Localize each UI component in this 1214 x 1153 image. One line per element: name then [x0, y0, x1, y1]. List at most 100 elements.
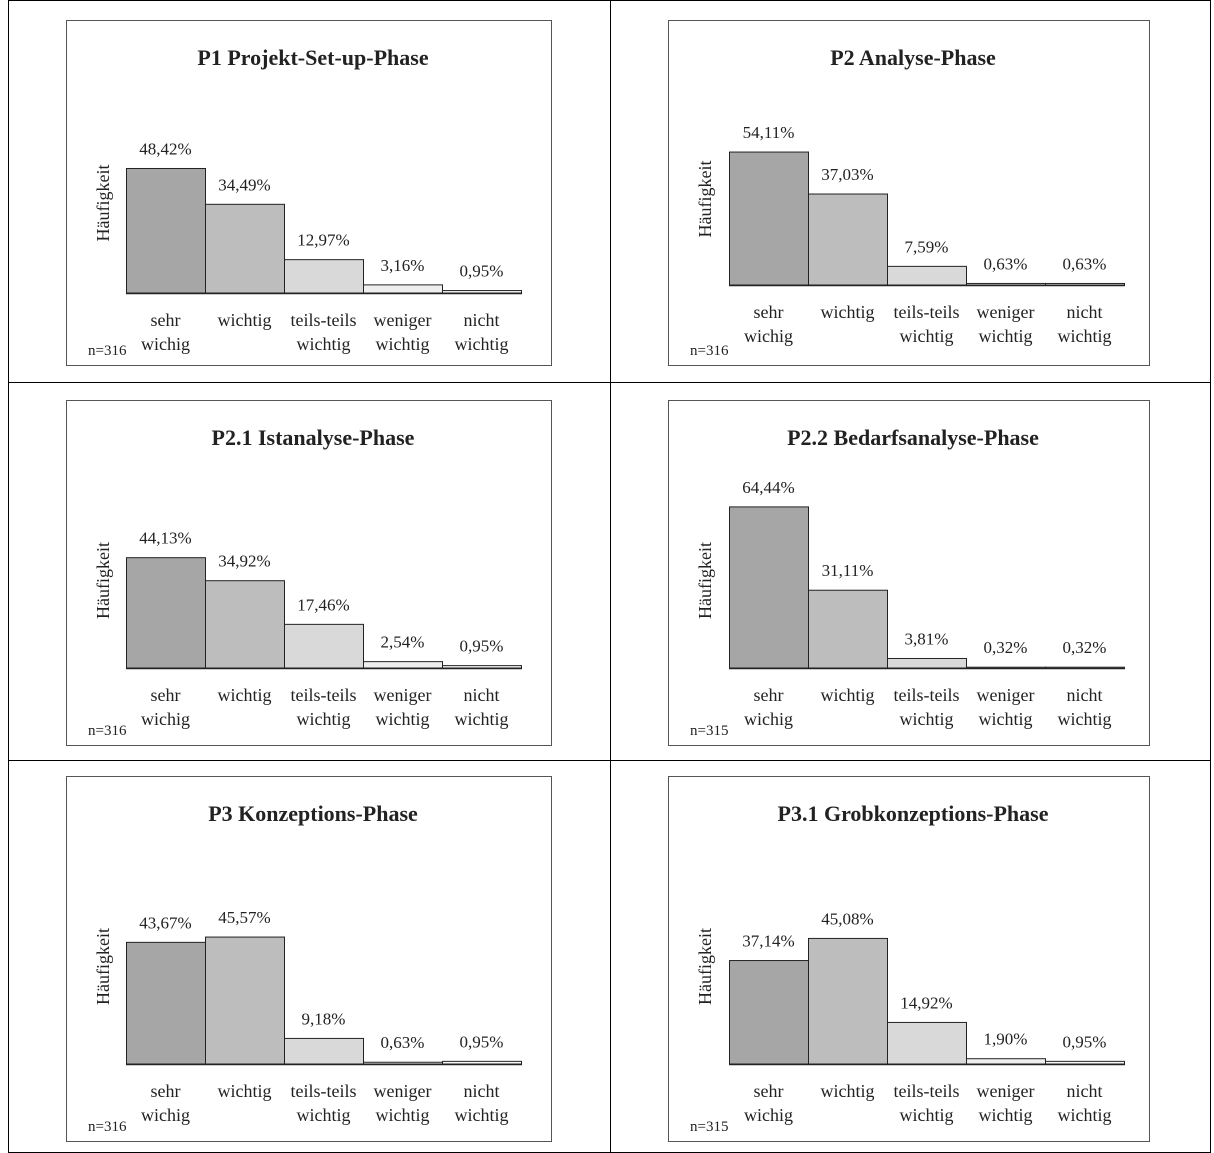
bar: [887, 265, 967, 286]
data-label: 54,11%: [743, 123, 795, 142]
category-label: weniger: [374, 685, 432, 705]
data-label: 3,16%: [381, 256, 425, 275]
bar: [363, 284, 443, 294]
category-label: wichtig: [297, 1105, 351, 1125]
y-axis-label: Häufigkeit: [695, 928, 715, 1005]
bar: [126, 557, 206, 669]
category-label: wichtig: [297, 709, 351, 729]
category-label: wichtig: [297, 334, 351, 354]
chart-p1: P1 Projekt-Set-up-Phase Häufigkeit 48,42% s…: [66, 20, 552, 366]
category-label: sehr: [151, 1081, 181, 1101]
data-label: 64,44%: [742, 478, 794, 497]
category-label: wichtig: [900, 709, 954, 729]
y-axis-label: Häufigkeit: [695, 161, 715, 238]
data-label: 7,59%: [905, 237, 949, 256]
y-axis-label: Häufigkeit: [93, 542, 113, 619]
category-label: wichtig: [979, 1105, 1033, 1125]
data-label: 37,14%: [742, 932, 794, 951]
data-label: 12,97%: [297, 231, 349, 250]
category-label: wichtig: [979, 709, 1033, 729]
data-label: 14,92%: [900, 993, 952, 1012]
data-label: 0,32%: [984, 638, 1028, 657]
grid-line: [610, 0, 611, 1153]
chart-svg: P3 Konzeptions-Phase Häufigkeit 43,67% sehr…: [66, 776, 552, 1142]
grid-line: [1210, 0, 1211, 1153]
chart-svg: P2 Analyse-Phase Häufigkeit 54,11% sehr wich…: [668, 20, 1150, 366]
bar: [808, 589, 888, 669]
category-label: wichig: [744, 1105, 793, 1125]
bar: [363, 661, 443, 669]
category-label: weniger: [977, 302, 1035, 322]
sample-size-label: n=316: [88, 1119, 127, 1135]
category-label: teils-teils: [894, 1081, 960, 1101]
chart-title: P3 Konzeptions-Phase: [208, 801, 418, 826]
chart-title: P2.2 Bedarfsanalyse-Phase: [787, 425, 1039, 450]
category-label: wichtig: [455, 709, 509, 729]
data-label: 48,42%: [139, 139, 191, 158]
chart-frame: [668, 776, 1150, 1142]
category-label: wichtig: [900, 326, 954, 346]
category-label: nicht: [464, 310, 500, 330]
category-label: wichig: [141, 709, 190, 729]
chart-frame: [668, 20, 1150, 366]
category-label: nicht: [1067, 685, 1103, 705]
category-label: wichtig: [979, 326, 1033, 346]
data-label: 0,63%: [1063, 254, 1107, 273]
category-label: weniger: [977, 1081, 1035, 1101]
y-axis-label: Häufigkeit: [93, 165, 113, 242]
data-label: 0,95%: [460, 262, 504, 281]
category-label: teils-teils: [291, 685, 357, 705]
bar: [966, 1058, 1046, 1065]
category-label: teils-teils: [291, 1081, 357, 1101]
category-label: sehr: [754, 685, 784, 705]
category-label: wichtig: [821, 685, 875, 705]
bar: [442, 665, 522, 669]
chart-svg: P2.2 Bedarfsanalyse-Phase Häufigkeit 64,44…: [668, 400, 1150, 746]
category-label: wichtig: [218, 685, 272, 705]
bar: [205, 936, 285, 1065]
chart-svg: P3.1 Grobkonzeptions-Phase Häufigkeit 37,1…: [668, 776, 1150, 1142]
chart-p2-2: P2.2 Bedarfsanalyse-Phase Häufigkeit 64,44…: [668, 400, 1150, 746]
category-label: sehr: [151, 685, 181, 705]
category-label: wichtig: [1058, 326, 1112, 346]
data-label: 44,13%: [139, 529, 191, 548]
data-label: 9,18%: [302, 1009, 346, 1028]
data-label: 0,63%: [984, 254, 1028, 273]
data-label: 0,32%: [1063, 638, 1107, 657]
bar: [284, 1037, 364, 1065]
data-label: 0,95%: [460, 1032, 504, 1051]
data-label: 0,63%: [381, 1033, 425, 1052]
category-label: wichtig: [455, 1105, 509, 1125]
category-label: wichig: [744, 709, 793, 729]
data-label: 1,90%: [984, 1030, 1028, 1049]
data-label: 45,57%: [218, 908, 270, 927]
grid-line: [8, 382, 1211, 383]
category-label: wichtig: [900, 1105, 954, 1125]
category-label: sehr: [754, 302, 784, 322]
bar: [205, 203, 285, 294]
data-label: 43,67%: [139, 913, 191, 932]
category-label: wichtig: [821, 1081, 875, 1101]
category-label: wichtig: [376, 334, 430, 354]
category-label: sehr: [151, 310, 181, 330]
category-label: teils-teils: [291, 310, 357, 330]
category-label: weniger: [977, 685, 1035, 705]
data-label: 34,49%: [218, 175, 270, 194]
sample-size-label: n=316: [88, 723, 127, 739]
sample-size-label: n=316: [690, 343, 729, 359]
data-label: 45,08%: [821, 909, 873, 928]
data-label: 34,92%: [218, 552, 270, 571]
bar: [284, 623, 364, 669]
category-label: weniger: [374, 1081, 432, 1101]
chart-title: P3.1 Grobkonzeptions-Phase: [778, 801, 1049, 826]
bar: [887, 657, 967, 669]
category-label: wichig: [141, 334, 190, 354]
chart-title: P1 Projekt-Set-up-Phase: [197, 45, 428, 70]
chart-svg: P1 Projekt-Set-up-Phase Häufigkeit 48,42% s…: [66, 20, 552, 366]
chart-p2-1: P2.1 Istanalyse-Phase Häufigkeit 44,13% seh…: [66, 400, 552, 746]
category-label: teils-teils: [894, 302, 960, 322]
bar: [442, 290, 522, 294]
bar: [363, 1061, 443, 1065]
category-label: sehr: [754, 1081, 784, 1101]
category-label: wichtig: [376, 709, 430, 729]
